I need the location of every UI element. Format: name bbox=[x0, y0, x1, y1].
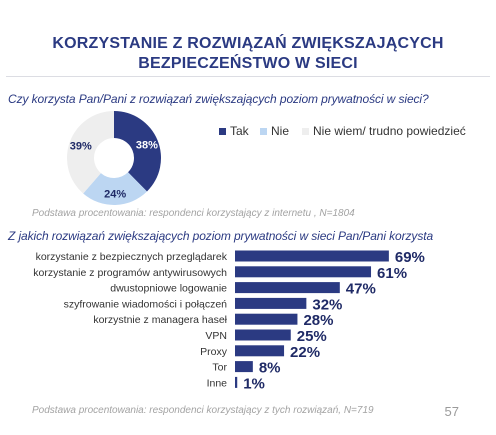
bar-value-label: 28% bbox=[303, 312, 333, 329]
title-divider bbox=[6, 76, 490, 77]
donut-label-nie: 24% bbox=[104, 188, 126, 200]
bar-3 bbox=[235, 282, 340, 294]
legend-swatch-nie-wiem bbox=[302, 127, 309, 135]
legend-item-nie: Nie bbox=[260, 124, 289, 138]
question-1: Czy korzysta Pan/Pani z rozwiązań zwięks… bbox=[8, 92, 429, 106]
privacy-donut-chart: 38% 24% 39% bbox=[67, 111, 161, 205]
legend-label-nie: Nie bbox=[271, 124, 290, 138]
legend-label-tak: Tak bbox=[230, 124, 249, 138]
question-2: Z jakich rozwiązań zwiększających poziom… bbox=[8, 229, 434, 243]
bar-value-label: 1% bbox=[243, 375, 265, 392]
donut-slice-tak bbox=[114, 111, 161, 192]
bar-category-label: Tor bbox=[212, 362, 227, 374]
bar-value-label: 69% bbox=[395, 249, 425, 266]
bar-category-label: korzystanie z programów antywirusowych bbox=[33, 267, 227, 279]
bar-value-label: 32% bbox=[312, 296, 342, 313]
page-title: KORZYSTANIE Z ROZWIĄZAŃ ZWIĘKSZAJĄCYCH B… bbox=[0, 34, 496, 74]
bar-6 bbox=[235, 329, 291, 341]
base-note-1: Podstawa procentowania: respondenci korz… bbox=[32, 208, 355, 219]
bar-category-label: Proxy bbox=[200, 346, 228, 358]
bar-1 bbox=[235, 250, 389, 262]
legend-item-nie-wiem: Nie wiem/ trudno powiedzieć bbox=[302, 124, 466, 138]
base-note-2: Podstawa procentowania: respondenci korz… bbox=[32, 405, 374, 416]
bar-value-label: 47% bbox=[346, 281, 376, 298]
privacy-tools-bar-chart: korzystanie z bezpiecznych przeglądarek 6… bbox=[33, 249, 425, 392]
bar-5 bbox=[235, 313, 298, 325]
bar-value-label: 25% bbox=[297, 328, 327, 345]
bar-value-label: 8% bbox=[259, 360, 281, 377]
bar-9 bbox=[235, 376, 238, 388]
bar-4 bbox=[235, 297, 307, 309]
bar-category-label: szyfrowanie wiadomości i połączeń bbox=[64, 298, 228, 310]
legend-swatch-tak bbox=[219, 127, 226, 135]
bar-value-label: 61% bbox=[377, 265, 407, 282]
page-title-line-2: BEZPIECZEŃSTWO W SIECI bbox=[138, 55, 358, 72]
bar-category-label: dwustopniowe logowanie bbox=[110, 283, 227, 295]
bar-category-label: Inne bbox=[207, 377, 228, 389]
bar-category-label: korzystnie z managera haseł bbox=[93, 314, 227, 326]
donut-slice-nie-wiem bbox=[67, 111, 114, 194]
bar-category-label: korzystanie z bezpiecznych przeglądarek bbox=[36, 251, 228, 263]
bar-2 bbox=[235, 266, 372, 278]
donut-slice-nie bbox=[83, 172, 147, 205]
legend-swatch-nie bbox=[260, 127, 267, 135]
legend-label-nie-wiem: Nie wiem/ trudno powiedzieć bbox=[313, 124, 466, 138]
bar-8 bbox=[235, 361, 253, 373]
bar-7 bbox=[235, 345, 285, 357]
donut-label-tak: 38% bbox=[136, 140, 158, 152]
page-number: 57 bbox=[444, 404, 459, 419]
bar-category-label: VPN bbox=[205, 330, 227, 342]
bar-value-label: 22% bbox=[290, 344, 320, 361]
legend-item-tak: Tak bbox=[219, 124, 249, 138]
donut-label-nie-wiem: 39% bbox=[70, 141, 92, 153]
page-title-line-1: KORZYSTANIE Z ROZWIĄZAŃ ZWIĘKSZAJĄCYCH bbox=[52, 35, 444, 52]
